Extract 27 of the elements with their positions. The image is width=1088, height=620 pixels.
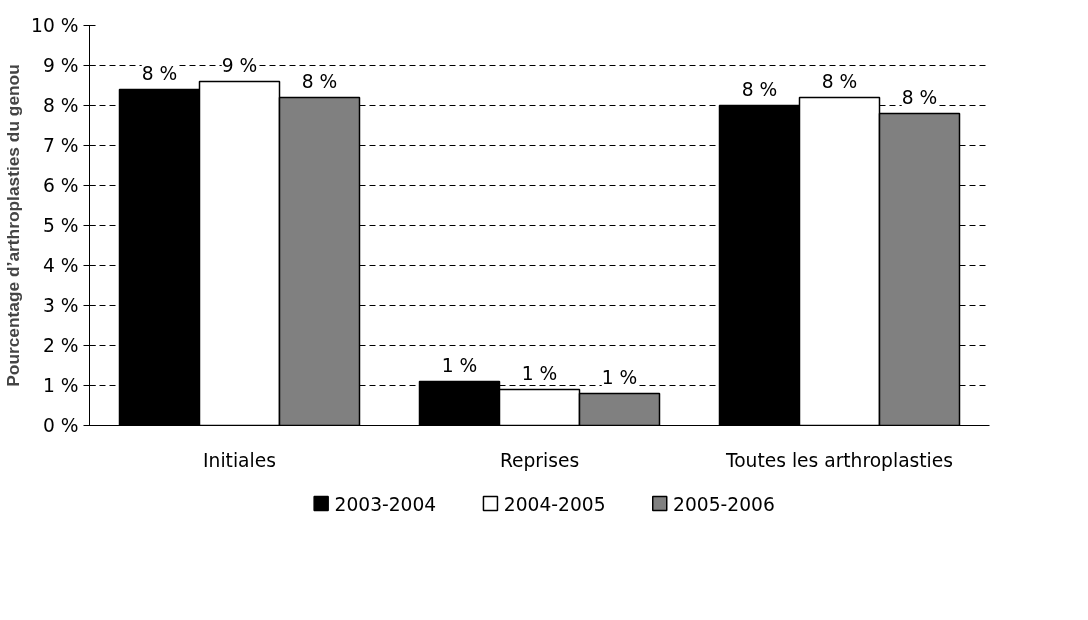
- data-label: 8 %: [821, 70, 858, 92]
- y-tick-label: 1 %: [42, 375, 79, 396]
- x-tick-label: Reprises: [499, 449, 580, 471]
- legend-label: 2003-2004: [334, 493, 437, 515]
- y-tick-label: 3 %: [42, 295, 79, 316]
- y-axis-title: Pourcentage d’arthroplasties du genou: [3, 64, 24, 387]
- y-tick-label: 4 %: [42, 255, 79, 276]
- legend-label: 2005-2006: [673, 493, 775, 515]
- y-tick-label: 10 %: [31, 15, 79, 36]
- x-tick-label: Initiales: [203, 449, 276, 471]
- data-label: 8 %: [301, 70, 338, 92]
- y-tick-label: 5 %: [42, 215, 79, 236]
- data-label: 9 %: [221, 54, 258, 76]
- y-tick-label: 2 %: [42, 335, 79, 356]
- x-tick-label: Toutes les arthroplasties: [725, 449, 954, 471]
- data-label: 1 %: [601, 366, 638, 388]
- data-label: 8 %: [741, 78, 778, 100]
- y-tick-label: 9 %: [42, 55, 79, 76]
- data-label: 8 %: [901, 86, 938, 108]
- y-tick-label: 6 %: [42, 175, 79, 196]
- data-label: 1 %: [521, 362, 558, 384]
- y-tick-label: 0 %: [42, 415, 79, 436]
- y-tick-label: 8 %: [42, 95, 79, 116]
- y-tick-label: 7 %: [42, 135, 79, 156]
- data-label: 1 %: [441, 354, 478, 376]
- legend-label: 2004-2005: [503, 493, 606, 515]
- data-label: 8 %: [141, 62, 178, 84]
